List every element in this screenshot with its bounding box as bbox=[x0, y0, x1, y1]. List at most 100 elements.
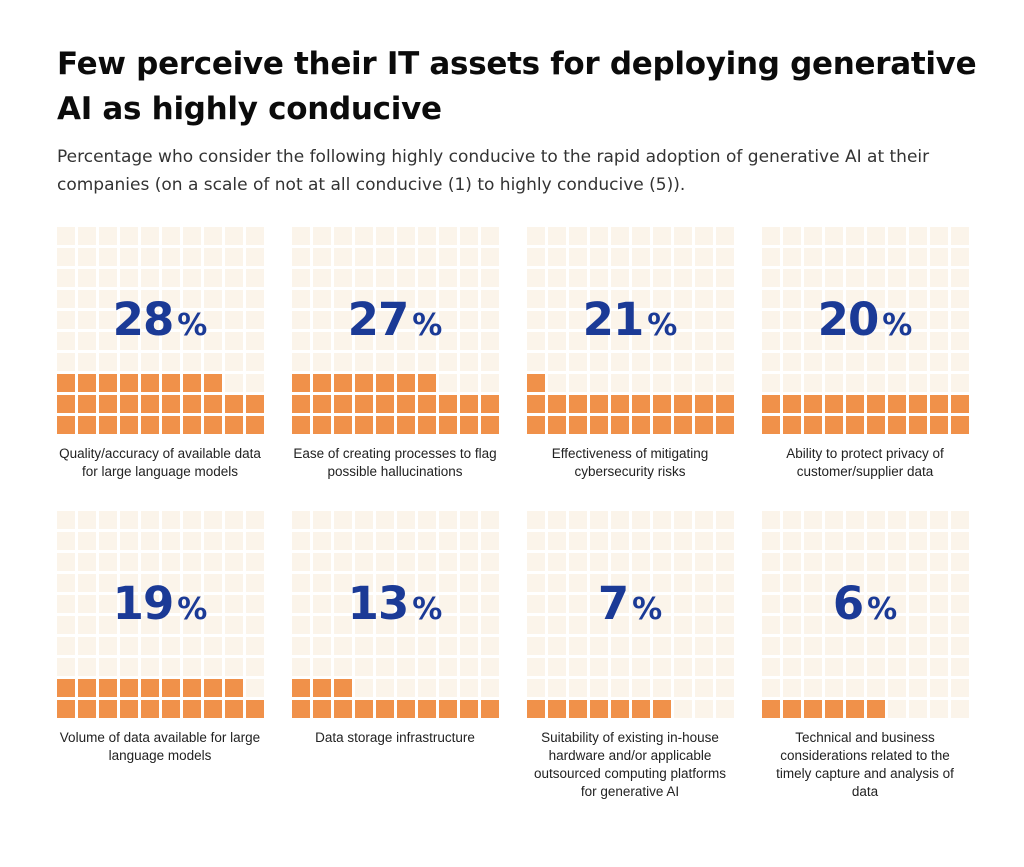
waffle-cell-empty bbox=[867, 290, 885, 308]
waffle-cell-filled bbox=[460, 395, 478, 413]
waffle-cell-empty bbox=[99, 574, 117, 592]
waffle-cell-filled bbox=[162, 395, 180, 413]
waffle-cell-empty bbox=[611, 532, 629, 550]
waffle-cell-empty bbox=[481, 248, 499, 266]
waffle-cell-empty bbox=[909, 311, 927, 329]
waffle-cell-empty bbox=[78, 269, 96, 287]
waffle-cell-filled bbox=[804, 416, 822, 434]
waffle-cell-filled bbox=[78, 374, 96, 392]
waffle-cell-empty bbox=[674, 269, 692, 287]
waffle-cell-empty bbox=[397, 511, 415, 529]
waffle-cell-empty bbox=[548, 532, 566, 550]
waffle-cell-empty bbox=[951, 553, 969, 571]
waffle-cell-empty bbox=[183, 532, 201, 550]
waffle-cell-empty bbox=[783, 374, 801, 392]
waffle-cell-empty bbox=[590, 679, 608, 697]
waffle-cell-empty bbox=[397, 290, 415, 308]
waffle-cell-empty bbox=[292, 511, 310, 529]
waffle-cell-empty bbox=[460, 311, 478, 329]
waffle-cell-empty bbox=[611, 311, 629, 329]
waffle-cell-empty bbox=[590, 248, 608, 266]
waffle-cell-empty bbox=[439, 269, 457, 287]
waffle-cell-empty bbox=[951, 332, 969, 350]
waffle-cell-empty bbox=[590, 616, 608, 634]
percent-value: 7% bbox=[597, 577, 663, 630]
waffle-cell-empty bbox=[909, 227, 927, 245]
waffle-cell-empty bbox=[762, 658, 780, 676]
waffle-cell-empty bbox=[632, 353, 650, 371]
waffle-cell-empty bbox=[397, 311, 415, 329]
waffle-cell-empty bbox=[334, 227, 352, 245]
waffle-cell-empty bbox=[418, 658, 436, 676]
waffle-cell-empty bbox=[225, 290, 243, 308]
waffle-cell-empty bbox=[804, 616, 822, 634]
waffle-cell-empty bbox=[313, 290, 331, 308]
waffle-cell-filled bbox=[481, 395, 499, 413]
waffle-cell-empty bbox=[460, 532, 478, 550]
waffle-cell-empty bbox=[57, 227, 75, 245]
waffle-cell-filled bbox=[548, 395, 566, 413]
waffle-cell-empty bbox=[527, 311, 545, 329]
waffle-cell-empty bbox=[376, 332, 394, 350]
waffle-cell-empty bbox=[292, 353, 310, 371]
waffle-cell-empty bbox=[481, 332, 499, 350]
waffle-cell-empty bbox=[78, 311, 96, 329]
waffle-cell-empty bbox=[716, 353, 734, 371]
waffle-cell-empty bbox=[611, 374, 629, 392]
waffle-cell-empty bbox=[292, 269, 310, 287]
waffle-cell-empty bbox=[246, 374, 264, 392]
waffle-cell-empty bbox=[804, 248, 822, 266]
waffle-cell-empty bbox=[460, 616, 478, 634]
waffle-cell-empty bbox=[376, 269, 394, 287]
waffle-cell-empty bbox=[355, 637, 373, 655]
waffle-cell-filled bbox=[246, 416, 264, 434]
waffle-cell-empty bbox=[78, 227, 96, 245]
waffle-cell-empty bbox=[695, 290, 713, 308]
waffle-cell-filled bbox=[527, 395, 545, 413]
waffle-cell-empty bbox=[225, 595, 243, 613]
waffle-cell-empty bbox=[460, 248, 478, 266]
waffle-cell-empty bbox=[825, 353, 843, 371]
waffle-cell-empty bbox=[334, 658, 352, 676]
waffle-cell-filled bbox=[418, 700, 436, 718]
waffle-cell-empty bbox=[930, 511, 948, 529]
waffle-cell-empty bbox=[930, 679, 948, 697]
waffle-cell-filled bbox=[825, 416, 843, 434]
waffle-cell-empty bbox=[481, 353, 499, 371]
waffle-grid bbox=[527, 227, 734, 434]
waffle-cell-empty bbox=[397, 332, 415, 350]
waffle-cell-empty bbox=[632, 374, 650, 392]
waffle-cell-filled bbox=[225, 679, 243, 697]
waffle-cell-empty bbox=[313, 227, 331, 245]
percent-value: 27% bbox=[347, 293, 443, 346]
waffle-cell-empty bbox=[439, 511, 457, 529]
waffle-cell-empty bbox=[569, 269, 587, 287]
waffle-cell-empty bbox=[246, 269, 264, 287]
waffle-cell-empty bbox=[418, 332, 436, 350]
waffle-cell-empty bbox=[674, 374, 692, 392]
waffle-cell-empty bbox=[141, 511, 159, 529]
waffle-cell-filled bbox=[439, 395, 457, 413]
waffle-cell-empty bbox=[548, 332, 566, 350]
waffle-cell-empty bbox=[951, 532, 969, 550]
waffle-cell-empty bbox=[527, 574, 545, 592]
waffle-grid bbox=[57, 227, 264, 434]
waffle-cell-filled bbox=[951, 416, 969, 434]
waffle-grid bbox=[762, 227, 969, 434]
waffle-cell-empty bbox=[695, 227, 713, 245]
waffle-panel-technical-business: 6% Technical and business considerations… bbox=[762, 511, 969, 801]
waffle-cell-empty bbox=[355, 616, 373, 634]
waffle-cell-empty bbox=[653, 311, 671, 329]
waffle-cell-empty bbox=[909, 269, 927, 287]
waffle-cell-empty bbox=[846, 374, 864, 392]
waffle-cell-filled bbox=[57, 679, 75, 697]
waffle-cell-filled bbox=[120, 374, 138, 392]
waffle-cell-empty bbox=[99, 637, 117, 655]
waffle-cell-empty bbox=[909, 679, 927, 697]
waffle-cell-empty bbox=[846, 248, 864, 266]
waffle-cell-empty bbox=[355, 511, 373, 529]
waffle-cell-empty bbox=[183, 353, 201, 371]
waffle-cell-filled bbox=[846, 416, 864, 434]
waffle-cell-empty bbox=[225, 332, 243, 350]
waffle-cell-empty bbox=[225, 248, 243, 266]
